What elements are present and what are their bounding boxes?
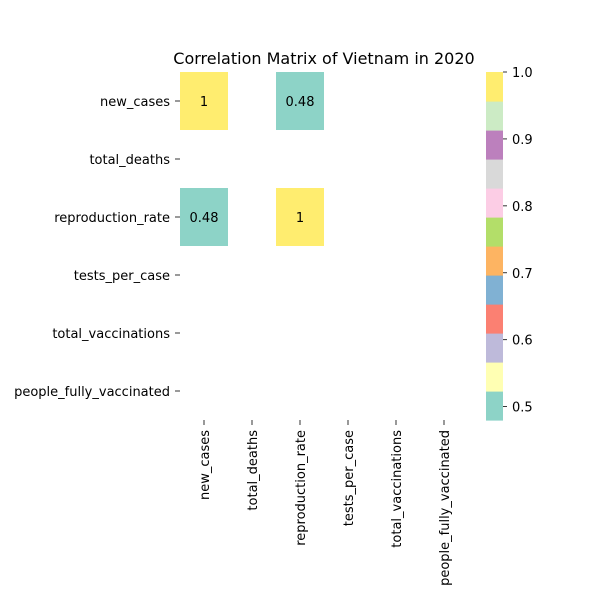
heatmap-cells: 1 0.48 0.48 1 — [180, 72, 324, 246]
row-labels: new_cases total_deaths reproduction_ratete… — [14, 95, 180, 400]
cell-value-label: 1 — [200, 95, 208, 110]
colorbar-tick-label: 1.0 — [512, 66, 533, 81]
y-tick-label: reproduction_rate — [54, 211, 170, 226]
colorbar-segment — [486, 275, 503, 305]
colorbar-segment — [486, 391, 503, 421]
y-tick-label: people_fully_vaccinated — [14, 385, 170, 400]
y-tick-label: new_cases — [100, 95, 170, 110]
colorbar-tick-label: 0.8 — [512, 200, 533, 215]
colorbar-segment — [486, 304, 503, 334]
x-tick-label: reproduction_rate — [294, 430, 309, 546]
chart-title: Correlation Matrix of Vietnam in 2020 — [173, 49, 474, 68]
cell-value-label: 0.48 — [286, 95, 315, 110]
x-tick-label: total_deaths — [246, 430, 261, 511]
colorbar-tick-label: 0.9 — [512, 133, 533, 148]
x-tick-label: people_fully_vaccinated — [438, 430, 453, 586]
x-tick-label: tests_per_case — [342, 430, 357, 526]
colorbar-tick-label: 0.7 — [512, 267, 533, 282]
colorbar-segment — [486, 72, 503, 102]
y-tick-label: tests_per_case — [74, 269, 170, 284]
cell-value-label: 0.48 — [190, 211, 219, 226]
column-labels: new_cases total_deaths reproduction_rate te… — [198, 420, 453, 586]
colorbar: 0.5 0.6 0.7 0.8 0.9 1.0 — [486, 66, 533, 421]
colorbar-segment — [486, 362, 503, 392]
heatmap-cell — [180, 72, 228, 130]
colorbar-segment — [486, 333, 503, 363]
colorbar-tick-label: 0.6 — [512, 334, 533, 349]
colorbar-segment — [486, 188, 503, 218]
heatmap-cell — [276, 188, 324, 246]
heatmap-cell — [180, 188, 228, 246]
y-tick-label: total_vaccinations — [52, 327, 170, 342]
heatmap-cell — [276, 72, 324, 130]
x-tick-label: total_vaccinations — [390, 430, 405, 548]
y-tick-label: total_deaths — [89, 153, 170, 168]
colorbar-tick-label: 0.5 — [512, 401, 533, 416]
colorbar-segment — [486, 159, 503, 189]
colorbar-segment — [486, 246, 503, 276]
colorbar-segment — [486, 101, 503, 131]
colorbar-segment — [486, 130, 503, 160]
cell-value-label: 1 — [296, 211, 304, 226]
colorbar-segment — [486, 217, 503, 247]
x-tick-label: new_cases — [198, 430, 213, 500]
